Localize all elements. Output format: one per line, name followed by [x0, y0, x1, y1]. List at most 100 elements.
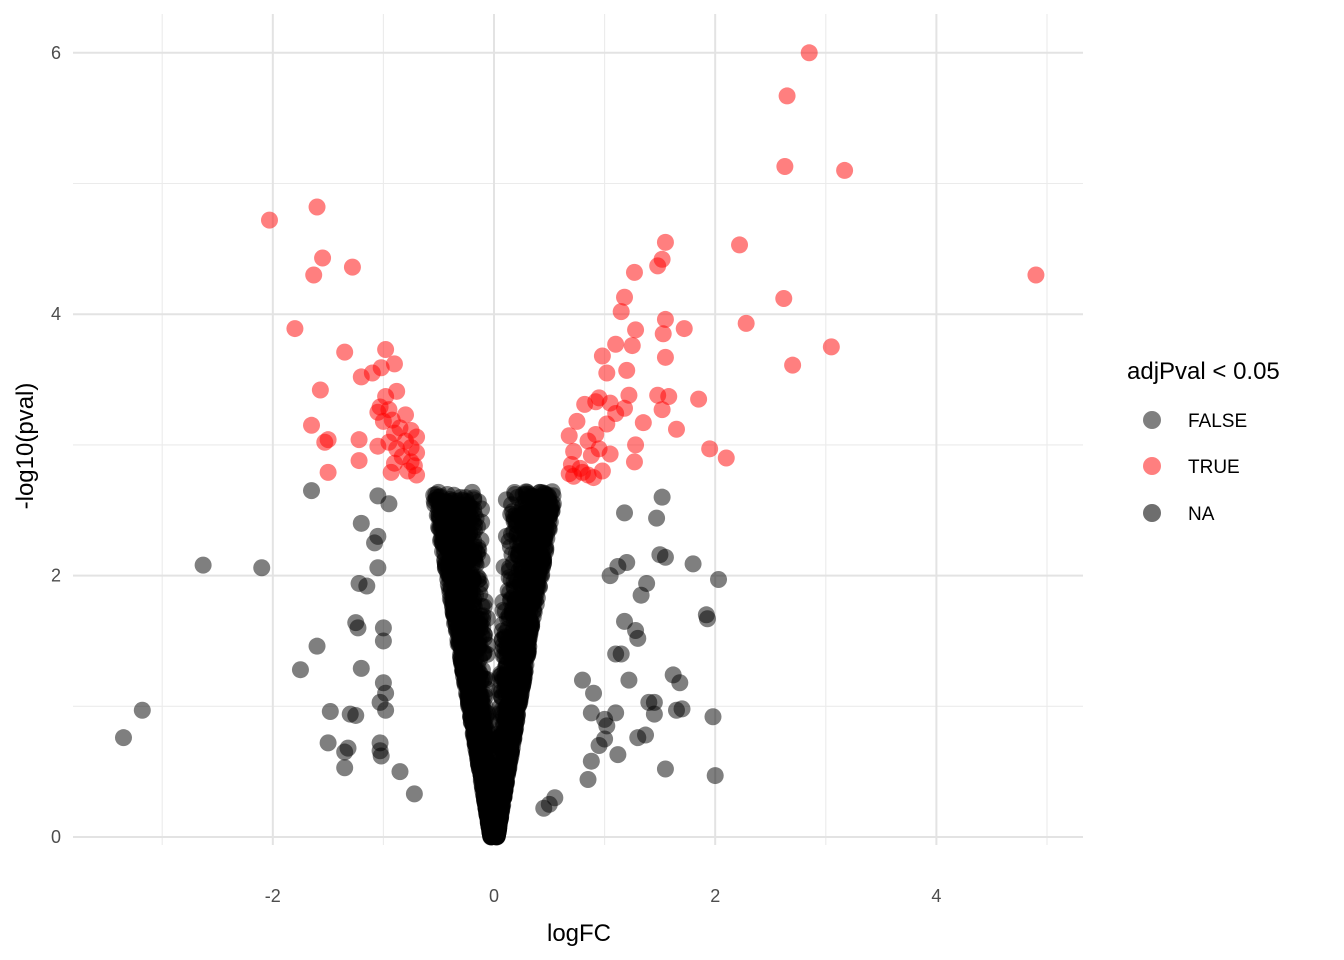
point-false: [494, 785, 512, 803]
point-true: [350, 431, 368, 449]
point-false: [648, 509, 666, 527]
point-false: [505, 512, 523, 530]
point-false: [513, 570, 531, 588]
point-false: [508, 599, 526, 617]
point-false: [667, 701, 685, 719]
point-true: [308, 198, 326, 216]
point-false: [620, 671, 638, 689]
point-true: [627, 436, 645, 454]
point-true: [654, 325, 672, 343]
point-false: [432, 520, 450, 538]
point-true: [618, 361, 636, 379]
point-true: [653, 401, 671, 419]
point-false: [513, 660, 531, 678]
point-false: [321, 703, 339, 721]
point-false: [500, 569, 518, 587]
point-false: [464, 594, 482, 612]
point-false: [632, 586, 650, 604]
point-false: [339, 739, 357, 757]
y-axis-title: -log10(pval): [12, 383, 39, 510]
point-false: [465, 491, 483, 509]
point-true: [305, 266, 323, 284]
point-true: [568, 412, 586, 430]
point-false: [114, 729, 132, 747]
point-false: [585, 684, 603, 702]
point-false: [656, 760, 674, 778]
data-points: [114, 44, 1045, 846]
point-true: [775, 290, 793, 308]
point-true: [776, 158, 794, 176]
point-true: [607, 335, 625, 353]
point-false: [468, 518, 486, 536]
point-true: [623, 337, 641, 355]
point-false: [450, 524, 468, 542]
legend-key-false: [1143, 411, 1161, 429]
legend-title: adjPval < 0.05: [1127, 358, 1280, 385]
point-false: [582, 704, 600, 722]
point-false: [369, 559, 387, 577]
point-false: [698, 610, 716, 628]
point-false: [520, 622, 538, 640]
point-true: [656, 233, 674, 251]
point-false: [596, 730, 614, 748]
point-false: [492, 728, 510, 746]
point-false: [352, 659, 370, 677]
point-false: [194, 556, 212, 574]
point-true: [778, 87, 796, 105]
point-false: [503, 496, 521, 514]
point-true: [593, 347, 611, 365]
point-false: [291, 661, 309, 679]
legend-label-true: TRUE: [1188, 457, 1240, 478]
point-true: [620, 386, 638, 404]
point-false: [601, 567, 619, 585]
point-false: [253, 559, 271, 577]
point-false: [474, 607, 492, 625]
point-true: [408, 466, 426, 484]
point-true: [260, 211, 278, 229]
point-false: [454, 656, 472, 674]
y-tick-label: 2: [51, 566, 61, 586]
point-false: [374, 632, 392, 650]
legend-key-na: [1143, 504, 1161, 522]
point-false: [436, 559, 454, 577]
point-false: [133, 701, 151, 719]
point-false: [609, 746, 627, 764]
point-false: [452, 634, 470, 652]
point-false: [704, 708, 722, 726]
point-true: [660, 388, 678, 406]
point-true: [343, 258, 361, 276]
point-true: [336, 343, 354, 361]
x-axis-title: logFC: [547, 920, 611, 947]
point-true: [784, 356, 802, 374]
point-true: [675, 320, 693, 338]
point-false: [645, 693, 663, 711]
point-false: [530, 556, 548, 574]
point-false: [452, 491, 470, 509]
point-true: [374, 412, 392, 430]
point-true: [634, 414, 652, 432]
point-false: [573, 671, 591, 689]
x-axis-ticks: -2 0 2 4: [265, 886, 942, 906]
point-true: [377, 340, 395, 358]
point-false: [480, 781, 498, 799]
point-true: [382, 463, 400, 481]
point-true: [625, 263, 643, 281]
point-false: [405, 785, 423, 803]
point-true: [731, 236, 749, 254]
point-true: [385, 355, 403, 373]
legend-label-false: FALSE: [1188, 411, 1247, 432]
point-true: [737, 314, 755, 332]
point-false: [627, 621, 645, 639]
point-false: [472, 744, 490, 762]
point-true: [601, 445, 619, 463]
point-false: [451, 620, 469, 638]
legend: adjPval < 0.05 FALSE TRUE NA: [1127, 358, 1280, 525]
point-false: [468, 716, 486, 734]
point-true: [625, 453, 643, 471]
point-false: [612, 645, 630, 663]
point-false: [541, 504, 559, 522]
point-true: [565, 442, 583, 460]
point-false: [391, 763, 409, 781]
point-false: [502, 708, 520, 726]
point-true: [1027, 266, 1045, 284]
